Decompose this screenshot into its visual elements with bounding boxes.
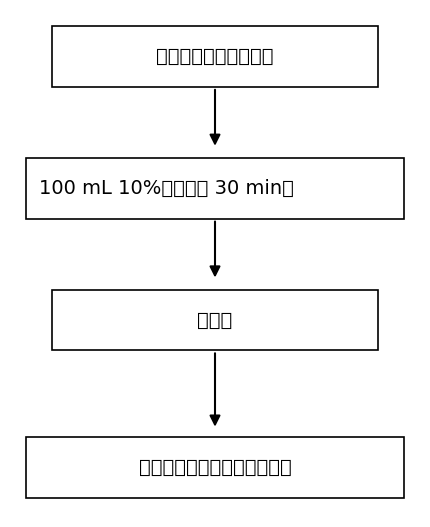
Text: 卷烟纸中的钾钠钙镁。: 卷烟纸中的钾钠钙镁。	[156, 47, 274, 66]
Text: 100 mL 10%硝酸萃取 30 min。: 100 mL 10%硝酸萃取 30 min。	[39, 179, 294, 198]
FancyBboxPatch shape	[52, 290, 378, 350]
FancyBboxPatch shape	[26, 158, 404, 219]
FancyBboxPatch shape	[26, 437, 404, 498]
Text: 稀释。: 稀释。	[197, 310, 233, 330]
Text: 电感耦合等离子体质谱分析。: 电感耦合等离子体质谱分析。	[138, 458, 292, 477]
FancyBboxPatch shape	[52, 26, 378, 87]
